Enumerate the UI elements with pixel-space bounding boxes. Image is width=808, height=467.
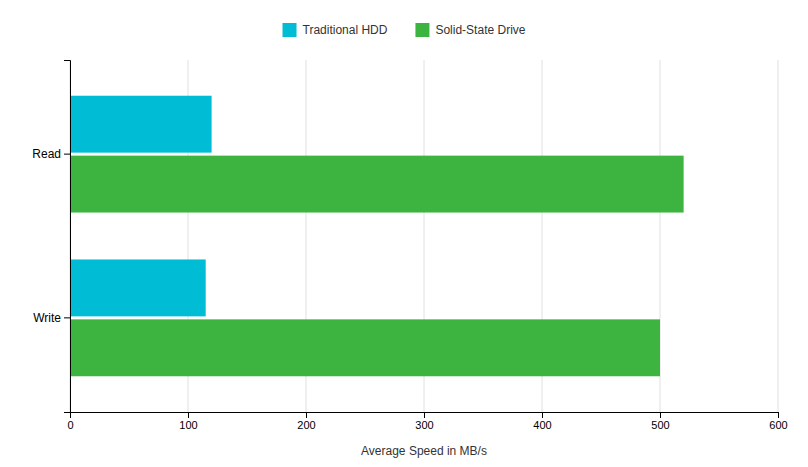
tick-label: 300 bbox=[415, 419, 433, 431]
tick: 400 bbox=[533, 412, 551, 431]
tick-label: Write bbox=[33, 311, 61, 325]
plot: 0 100 200 300 400 500 600 Read Write bbox=[32, 60, 787, 431]
tick: Write bbox=[33, 311, 70, 325]
legend: Traditional HDD Solid-State Drive bbox=[283, 23, 526, 37]
x-axis: 0 100 200 300 400 500 600 bbox=[67, 412, 787, 431]
tick: 200 bbox=[297, 412, 315, 431]
tick: 500 bbox=[651, 412, 669, 431]
bars bbox=[70, 96, 684, 377]
tick: 600 bbox=[769, 412, 787, 431]
legend-swatch bbox=[415, 23, 429, 37]
grid bbox=[70, 60, 778, 412]
bar bbox=[70, 259, 206, 316]
legend-item: Traditional HDD bbox=[283, 23, 388, 37]
tick: 0 bbox=[67, 412, 73, 431]
tick-label: 500 bbox=[651, 419, 669, 431]
tick-mark bbox=[188, 412, 189, 418]
legend-label: Solid-State Drive bbox=[435, 23, 525, 37]
tick-label: 400 bbox=[533, 419, 551, 431]
tick-mark bbox=[424, 412, 425, 418]
x-axis-label: Average Speed in MB/s bbox=[361, 444, 487, 458]
tick-label: 600 bbox=[769, 419, 787, 431]
axis-line bbox=[71, 413, 779, 419]
tick-label: 100 bbox=[179, 419, 197, 431]
tick: 300 bbox=[415, 412, 433, 431]
tick-mark bbox=[64, 154, 70, 155]
tick-mark bbox=[778, 412, 779, 418]
chart: 0 100 200 300 400 500 600 Read Write Average Spee… bbox=[0, 0, 808, 467]
tick-label: 200 bbox=[297, 419, 315, 431]
bar bbox=[70, 319, 660, 376]
legend-label: Traditional HDD bbox=[303, 23, 388, 37]
legend-swatch bbox=[283, 23, 297, 37]
axis-line bbox=[64, 61, 71, 413]
tick-mark bbox=[660, 412, 661, 418]
tick: Read bbox=[32, 147, 70, 161]
tick-mark bbox=[306, 412, 307, 418]
tick-label: 0 bbox=[67, 419, 73, 431]
bar bbox=[70, 156, 684, 213]
tick: 100 bbox=[179, 412, 197, 431]
tick-mark bbox=[542, 412, 543, 418]
legend-item: Solid-State Drive bbox=[415, 23, 525, 37]
bar-series bbox=[70, 156, 684, 377]
y-axis: Read Write bbox=[32, 61, 70, 413]
grid-line bbox=[778, 60, 779, 412]
tick-mark bbox=[64, 317, 70, 318]
bar bbox=[70, 96, 212, 153]
tick-label: Read bbox=[32, 147, 61, 161]
